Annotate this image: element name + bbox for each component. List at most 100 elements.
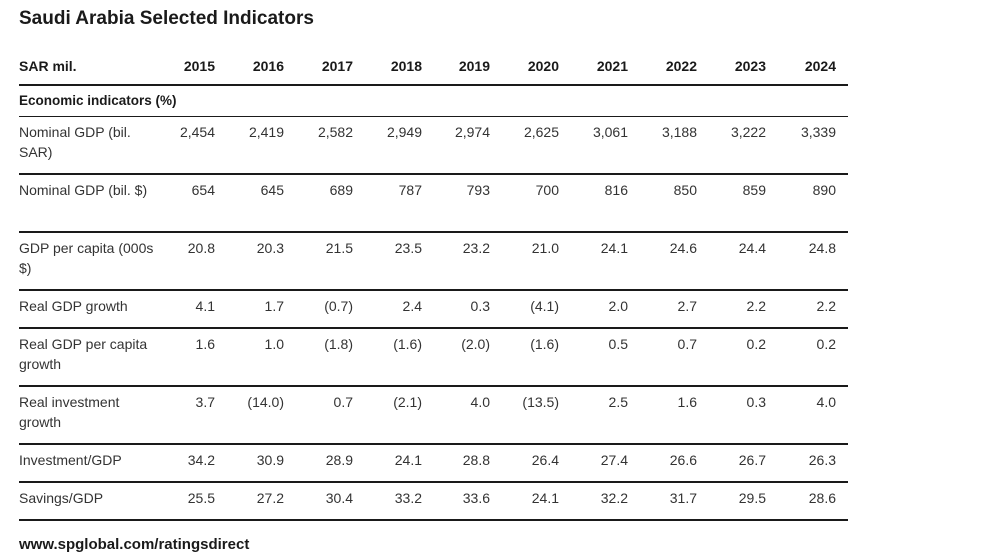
- table-cell: 3,339: [778, 116, 848, 175]
- table-cell: 26.7: [709, 444, 778, 483]
- table-cell: 4.0: [778, 386, 848, 445]
- year-header: 2023: [734, 58, 766, 74]
- table-cell: (4.1): [502, 290, 571, 329]
- table-cell: 21.0: [502, 232, 571, 291]
- year-header: 2020: [527, 58, 559, 74]
- year-header: 2018: [390, 58, 422, 74]
- table-cell: 700: [502, 174, 571, 233]
- table-cell: 24.8: [778, 232, 848, 291]
- table-cell: 2.0: [571, 290, 640, 329]
- table-cell: 2.2: [778, 290, 848, 329]
- table-cell: 1.0: [227, 328, 296, 387]
- table-cell: 0.5: [571, 328, 640, 387]
- table-cell: 21.5: [296, 232, 365, 291]
- year-header: 2019: [458, 58, 490, 74]
- table-cell: (2.1): [365, 386, 434, 445]
- table-cell: (14.0): [227, 386, 296, 445]
- table-cell: 32.2: [571, 482, 640, 521]
- row-label: Real investment growth: [19, 386, 159, 445]
- table-cell: 28.9: [296, 444, 365, 483]
- row-label: Savings/GDP: [19, 482, 159, 521]
- table-cell: 645: [227, 174, 296, 233]
- year-header: 2022: [665, 58, 697, 74]
- table-cell: 24.1: [571, 232, 640, 291]
- table-cell: 2.2: [709, 290, 778, 329]
- year-header: 2017: [321, 58, 353, 74]
- table-cell: 0.7: [640, 328, 709, 387]
- table-cell: 27.4: [571, 444, 640, 483]
- table-header-row: SAR mil. 2015 2016 2017 2018 2019 2020 2…: [19, 50, 848, 85]
- table-cell: 4.1: [159, 290, 227, 329]
- table-cell: 0.3: [434, 290, 502, 329]
- table-cell: 890: [778, 174, 848, 233]
- table-cell: 20.8: [159, 232, 227, 291]
- year-header: 2021: [596, 58, 628, 74]
- table-cell: 787: [365, 174, 434, 233]
- table-cell: 25.5: [159, 482, 227, 521]
- table-cell: (1.8): [296, 328, 365, 387]
- table-cell: 2,949: [365, 116, 434, 175]
- table-cell: 31.7: [640, 482, 709, 521]
- section-row: Economic indicators (%): [19, 85, 848, 117]
- table-cell: 2.5: [571, 386, 640, 445]
- year-header: 2015: [183, 58, 215, 74]
- table-cell: 0.2: [709, 328, 778, 387]
- table-cell: 3,222: [709, 116, 778, 175]
- table-cell: 0.2: [778, 328, 848, 387]
- row-label: Real GDP growth: [19, 290, 159, 329]
- table-cell: 1.6: [159, 328, 227, 387]
- table-cell: 20.3: [227, 232, 296, 291]
- table-cell: 24.4: [709, 232, 778, 291]
- table-cell: 23.5: [365, 232, 434, 291]
- table-cell: 850: [640, 174, 709, 233]
- table-cell: 2,582: [296, 116, 365, 175]
- year-header: 2024: [804, 58, 836, 74]
- table-cell: (1.6): [365, 328, 434, 387]
- table-cell: 3,061: [571, 116, 640, 175]
- table-row: Nominal GDP (bil. $) 654 645 689 787 793 700 81…: [19, 174, 848, 233]
- year-header: 2016: [252, 58, 284, 74]
- table-row: Savings/GDP 25.5 27.2 30.4 33.2 33.6 24.1 32.2 3…: [19, 482, 848, 521]
- table-cell: 30.9: [227, 444, 296, 483]
- table-cell: 3,188: [640, 116, 709, 175]
- table-cell: 859: [709, 174, 778, 233]
- table-cell: 2.4: [365, 290, 434, 329]
- table-cell: 33.6: [434, 482, 502, 521]
- table-cell: 0.7: [296, 386, 365, 445]
- table-row: Real GDP growth 4.1 1.7 (0.7) 2.4 0.3 (4.1) 2.0…: [19, 290, 848, 329]
- table-cell: 816: [571, 174, 640, 233]
- table-cell: 1.7: [227, 290, 296, 329]
- table-cell: 2.7: [640, 290, 709, 329]
- table-cell: 23.2: [434, 232, 502, 291]
- table-cell: 2,454: [159, 116, 227, 175]
- page-title: Saudi Arabia Selected Indicators: [19, 8, 314, 29]
- table-cell: 26.3: [778, 444, 848, 483]
- unit-label: SAR mil.: [19, 58, 77, 74]
- table-cell: 2,974: [434, 116, 502, 175]
- table-cell: (2.0): [434, 328, 502, 387]
- table-cell: (0.7): [296, 290, 365, 329]
- table-row: Real GDP per capita growth 1.6 1.0 (1.8) (1.…: [19, 328, 848, 387]
- table-cell: 3.7: [159, 386, 227, 445]
- table-cell: 34.2: [159, 444, 227, 483]
- row-label: Nominal GDP (bil. $): [19, 174, 159, 233]
- table-cell: 24.1: [502, 482, 571, 521]
- table-cell: 28.8: [434, 444, 502, 483]
- row-label: Nominal GDP (bil. SAR): [19, 116, 159, 175]
- table-cell: (1.6): [502, 328, 571, 387]
- table-cell: 30.4: [296, 482, 365, 521]
- table-cell: 33.2: [365, 482, 434, 521]
- table-cell: 26.6: [640, 444, 709, 483]
- table-cell: 24.1: [365, 444, 434, 483]
- table-cell: 4.0: [434, 386, 502, 445]
- table-cell: 654: [159, 174, 227, 233]
- table-row: Real investment growth 3.7 (14.0) 0.7 (2.1) 4…: [19, 386, 848, 445]
- footer-url: www.spglobal.com/ratingsdirect: [19, 536, 250, 553]
- table-cell: 29.5: [709, 482, 778, 521]
- table-row: GDP per capita (000s $) 20.8 20.3 21.5 23.5 2…: [19, 232, 848, 291]
- table-cell: 26.4: [502, 444, 571, 483]
- table-row: Nominal GDP (bil. SAR) 2,454 2,419 2,582 2,9…: [19, 116, 848, 175]
- row-label: Real GDP per capita growth: [19, 328, 159, 387]
- table-cell: (13.5): [502, 386, 571, 445]
- table-cell: 2,625: [502, 116, 571, 175]
